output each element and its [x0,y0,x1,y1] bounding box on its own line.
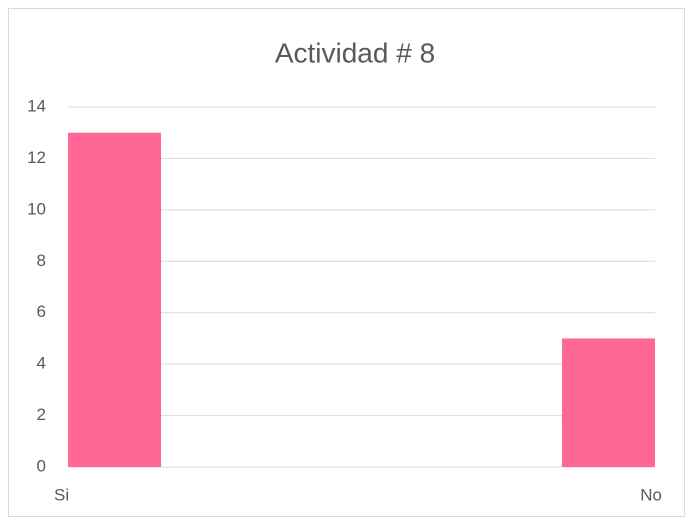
chart-title: Actividad # 8 [275,37,435,68]
y-tick-label: 2 [37,405,46,424]
y-tick-label: 6 [37,302,46,321]
bar [562,338,655,467]
y-tick-label: 8 [37,251,46,270]
y-tick-label: 4 [37,354,46,373]
y-tick-label: 12 [27,148,46,167]
y-tick-label: 14 [27,96,46,115]
y-tick-label: 10 [27,199,46,218]
x-tick-label: No [640,485,662,504]
bar [68,132,161,467]
x-tick-label: Si [54,485,69,504]
y-tick-label: 0 [37,456,46,475]
